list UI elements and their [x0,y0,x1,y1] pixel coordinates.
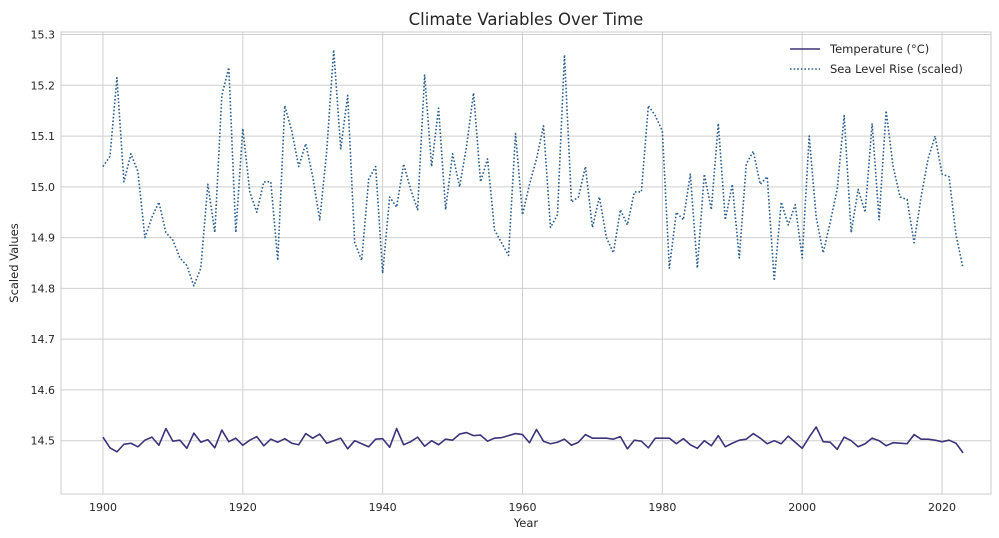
x-axis: 1900 1920 1940 1960 1980 2000 2020 [89,501,956,514]
y-tick-label: 14.7 [31,333,56,346]
x-tick-label: 1900 [89,501,117,514]
legend: Temperature (°C) Sea Level Rise (scaled) [790,42,963,76]
x-tick-label: 1960 [509,501,537,514]
grid [61,32,991,494]
x-tick-label: 2020 [928,501,956,514]
series-line-temperature [102,426,964,454]
y-axis: 14.5 14.6 14.7 14.8 14.9 15.0 15.1 15.2 15.3 [31,29,56,448]
chart-title: Climate Variables Over Time [409,10,644,29]
y-tick-label: 14.8 [31,282,56,295]
y-tick-label: 14.5 [31,435,56,448]
y-axis-label: Scaled Values [7,223,21,302]
y-tick-label: 15.3 [31,29,56,42]
plot-frame [60,31,992,495]
legend-label-temperature: Temperature (°C) [829,42,929,56]
plot-area [61,32,991,494]
series-line-sea-level [102,48,964,287]
y-tick-label: 14.6 [31,384,56,397]
legend-label-sea-level: Sea Level Rise (scaled) [830,62,963,76]
x-tick-label: 1940 [369,501,397,514]
x-tick-label: 1980 [648,501,676,514]
x-tick-label: 2000 [788,501,816,514]
y-tick-label: 15.0 [31,181,56,194]
x-axis-label: Year [513,516,539,530]
x-tick-label: 1920 [229,501,257,514]
series-layer [102,48,964,454]
y-tick-label: 15.1 [31,130,56,143]
y-tick-label: 14.9 [31,232,56,245]
y-tick-label: 15.2 [31,79,56,92]
